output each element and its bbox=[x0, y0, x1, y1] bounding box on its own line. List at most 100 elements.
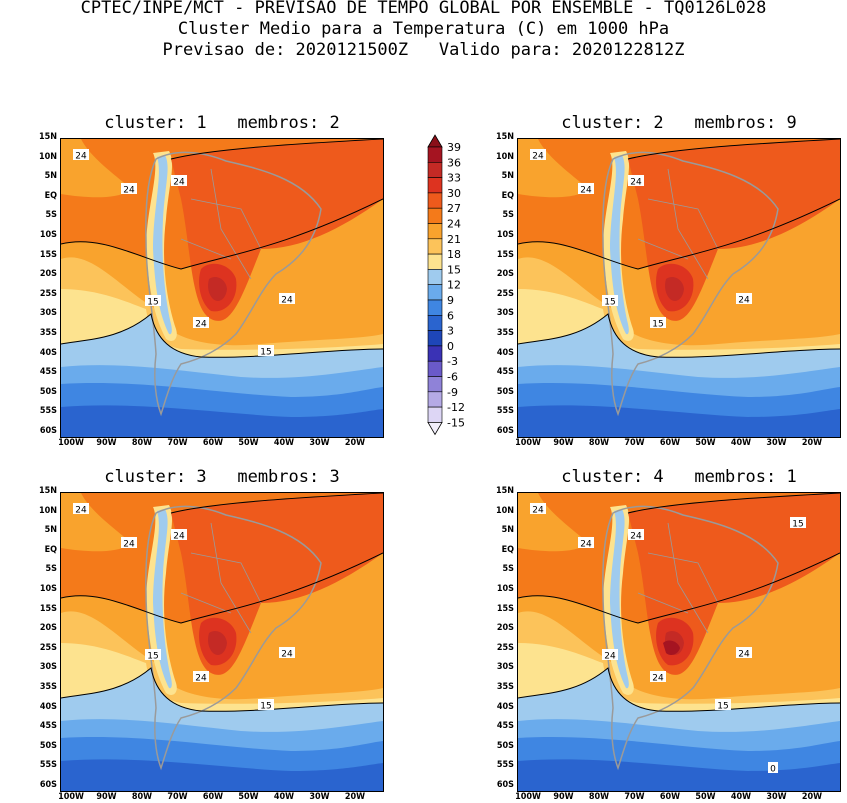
svg-text:24: 24 bbox=[173, 532, 185, 542]
contour-line-27 bbox=[627, 139, 840, 160]
svg-text:15: 15 bbox=[604, 298, 615, 308]
longitude-label: 70W bbox=[624, 438, 645, 448]
latitude-label: 25S bbox=[496, 642, 514, 653]
latitude-label: 15N bbox=[495, 132, 514, 142]
latitude-label: 20S bbox=[39, 623, 57, 634]
contour-line-15 bbox=[518, 313, 840, 358]
contour-label: 24 bbox=[650, 671, 666, 684]
contour-line-24 bbox=[61, 198, 383, 270]
longitude-label: 20W bbox=[344, 792, 366, 802]
latitude-label: 40S bbox=[39, 701, 57, 712]
svg-text:24: 24 bbox=[532, 506, 544, 516]
longitude-label: 70W bbox=[624, 792, 645, 802]
longitude-label: 80W bbox=[588, 438, 610, 448]
latitude-label: 5S bbox=[502, 564, 514, 575]
svg-text:24: 24 bbox=[630, 532, 642, 542]
contour-line-15 bbox=[518, 667, 840, 712]
colorbar-swatch bbox=[427, 207, 443, 224]
colorbar-swatch bbox=[427, 253, 443, 270]
longitude-label: 80W bbox=[131, 792, 153, 802]
colorbar-swatch bbox=[427, 391, 443, 408]
colorbar-label: 24 bbox=[447, 218, 461, 231]
contour-line-15 bbox=[61, 667, 383, 712]
svg-text:24: 24 bbox=[281, 296, 293, 306]
colorbar-swatch bbox=[427, 330, 443, 347]
longitude-label: 50W bbox=[695, 438, 716, 448]
contour-label: 24 bbox=[736, 293, 752, 306]
latitude-label: 5S bbox=[45, 210, 57, 221]
colorbar-label: 36 bbox=[447, 156, 461, 169]
colorbar-label: 39 bbox=[447, 141, 461, 154]
longitude-label: 90W bbox=[553, 438, 574, 448]
longitude-label: 30W bbox=[309, 792, 330, 802]
svg-text:24: 24 bbox=[604, 652, 616, 662]
latitude-label: 40S bbox=[39, 347, 57, 358]
temperature-band-33 bbox=[665, 277, 684, 301]
longitude-label: 40W bbox=[730, 792, 752, 802]
south-america-outline bbox=[602, 505, 779, 771]
latitude-label: 35S bbox=[496, 682, 514, 692]
contour-label: 24 bbox=[193, 671, 209, 684]
svg-text:24: 24 bbox=[75, 506, 87, 516]
longitude-label: 70W bbox=[167, 438, 188, 448]
longitude-label: 60W bbox=[202, 792, 224, 802]
longitude-label: 50W bbox=[238, 438, 259, 448]
andes-cold-core bbox=[610, 509, 629, 689]
colorbar-bottom-arrow bbox=[427, 421, 443, 436]
longitude-label: 30W bbox=[766, 438, 787, 448]
latitude-label: 30S bbox=[496, 308, 514, 319]
contour-label: 24 bbox=[628, 175, 644, 188]
colorbar-swatch bbox=[427, 269, 443, 285]
panel-title-3: cluster: 3 membros: 3 bbox=[104, 467, 340, 487]
latitude-label: 15N bbox=[38, 486, 57, 496]
colorbar-label: 21 bbox=[447, 233, 461, 246]
contour-label: 24 bbox=[73, 149, 89, 162]
svg-text:15: 15 bbox=[260, 702, 271, 712]
latitude-label: 45S bbox=[496, 721, 514, 732]
contour-line-24 bbox=[518, 552, 840, 624]
colorbar-label: 0 bbox=[447, 340, 454, 353]
longitude-label: 100W bbox=[58, 438, 84, 448]
colorbar-swatch bbox=[427, 315, 443, 331]
colorbar-label: -9 bbox=[447, 386, 458, 399]
colorbar-label: 3 bbox=[447, 325, 454, 338]
contour-label: 24 bbox=[530, 503, 546, 516]
contour-line-27 bbox=[627, 493, 840, 514]
header-line-3: Previsao de: 2020121500Z Valido para: 20… bbox=[162, 40, 685, 60]
contour-label: 24 bbox=[736, 647, 752, 660]
colorbar-swatch bbox=[427, 161, 443, 178]
longitude-label: 60W bbox=[202, 438, 224, 448]
contour-label: 15 bbox=[650, 317, 666, 330]
longitude-label: 80W bbox=[131, 438, 153, 448]
latitude-label: 35S bbox=[39, 328, 57, 338]
colorbar-swatch bbox=[427, 238, 443, 255]
latitude-label: 55S bbox=[39, 760, 57, 771]
longitude-label: 100W bbox=[515, 438, 541, 448]
latitude-label: 10N bbox=[495, 151, 514, 162]
country-borders bbox=[180, 168, 262, 280]
andes-cold-core bbox=[153, 155, 172, 335]
longitude-label: 80W bbox=[588, 792, 610, 802]
latitude-label: 5N bbox=[44, 525, 57, 536]
header-line-2: Cluster Medio para a Temperatura (C) em … bbox=[177, 19, 670, 39]
svg-text:24: 24 bbox=[580, 540, 592, 550]
latitude-label: 15S bbox=[496, 603, 514, 614]
contour-line-24 bbox=[518, 198, 840, 270]
latitude-label: EQ bbox=[501, 190, 514, 201]
longitude-label: 70W bbox=[167, 792, 188, 802]
contour-label: 24 bbox=[628, 529, 644, 542]
colorbar-label: 30 bbox=[447, 187, 461, 200]
latitude-label: 20S bbox=[496, 623, 514, 634]
svg-text:15: 15 bbox=[147, 298, 158, 308]
colorbar-swatch bbox=[427, 146, 443, 163]
latitude-label: 10N bbox=[38, 151, 57, 162]
colorbar-label: 9 bbox=[447, 294, 454, 307]
latitude-label: 10S bbox=[39, 230, 57, 240]
contour-label: 15 bbox=[258, 699, 274, 712]
colorbar-swatch bbox=[427, 406, 443, 423]
latitude-label: 15S bbox=[39, 249, 57, 260]
longitude-label: 90W bbox=[96, 792, 117, 802]
panel-title-1: cluster: 1 membros: 2 bbox=[104, 113, 340, 133]
south-america-outline bbox=[145, 505, 322, 771]
longitude-label: 100W bbox=[515, 792, 541, 802]
